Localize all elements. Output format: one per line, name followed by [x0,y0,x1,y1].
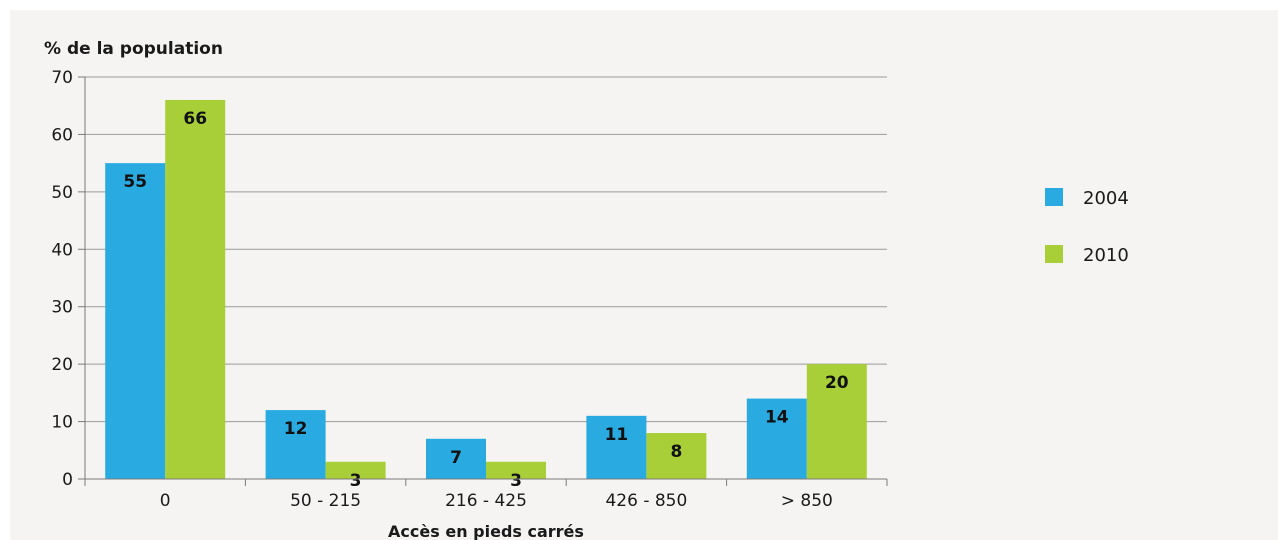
legend-swatch-2004 [1045,188,1063,206]
bar-2004-2 [426,438,486,479]
bar-2010-0 [165,99,226,479]
data-label: 3 [510,471,522,491]
data-label: 8 [670,442,682,462]
data-label: 3 [350,471,362,491]
bar-chart: 55 66 12 3 7 3 11 8 14 20 0 10 20 30 40 50 60 70 0 50 - 21… [44,39,1129,540]
y-tick-label: 20 [51,355,73,375]
x-axis-title: Accès en pieds carrés [388,522,584,540]
legend-label-2004: 2004 [1083,188,1129,209]
bar-2004-1 [265,410,326,479]
y-tick-label: 40 [51,240,73,260]
x-tick-label: > 850 [781,491,833,511]
y-tick-label: 70 [51,68,73,88]
bar-2010-2 [486,461,546,479]
x-tick-label: 426 - 850 [605,491,687,511]
bar-2010-4 [806,364,867,479]
bar-2010-3 [646,433,707,479]
y-tick-label: 0 [62,470,73,490]
y-tick-label: 60 [51,125,73,145]
legend-swatch-2010 [1045,245,1063,263]
bars: 55 66 12 3 7 3 11 8 14 20 [105,99,867,491]
chart-panel: 55 66 12 3 7 3 11 8 14 20 0 10 20 30 40 50 60 70 0 50 - 21… [10,10,1278,540]
data-label: 11 [605,425,629,445]
x-tick-label: 0 [160,491,171,511]
bar-2010-1 [325,461,386,479]
bar-2004-4 [746,398,807,479]
data-label: 66 [183,109,207,129]
x-tick-label: 50 - 215 [290,491,361,511]
y-tick-label: 30 [51,298,73,318]
data-label: 14 [765,408,789,428]
data-label: 20 [825,373,849,393]
axes: 0 10 20 30 40 50 60 70 0 50 - 215 216 - 425 426 - 8… [51,68,888,511]
y-tick-label: 50 [51,183,73,203]
legend-label-2010: 2010 [1083,245,1129,266]
data-label: 7 [450,448,462,468]
y-tick-label: 10 [51,413,73,433]
bar-2004-0 [105,163,166,479]
bar-2004-3 [586,415,647,479]
y-axis-title: % de la population [44,39,223,59]
legend: 2004 2010 [1045,188,1129,266]
data-label: 12 [284,419,308,439]
data-label: 55 [123,172,147,192]
x-tick-label: 216 - 425 [445,491,527,511]
